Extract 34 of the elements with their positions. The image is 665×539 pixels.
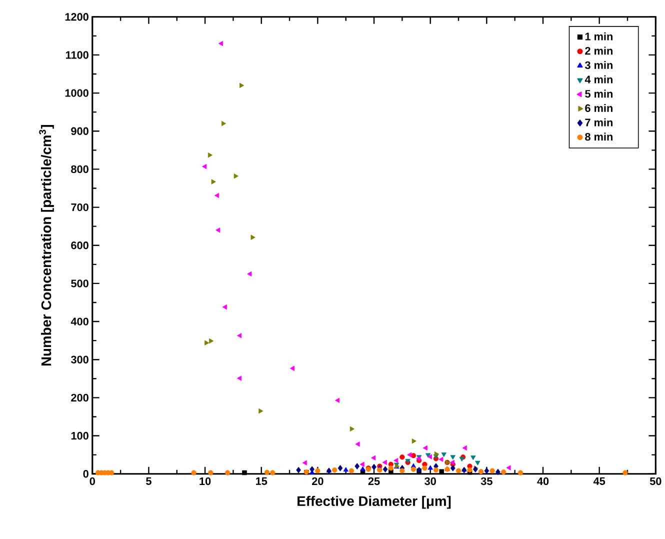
y-tick-label: 100 <box>71 432 88 440</box>
legend-label: 5 min <box>585 89 612 98</box>
x-tick-label: 20 <box>312 477 324 485</box>
y-tick-label: 700 <box>71 203 88 211</box>
y-axis-title: Number Concentration [particle/cm$^{3}$] <box>39 124 54 366</box>
x-tick-label: 25 <box>368 477 380 485</box>
y-tick-label: 600 <box>71 241 88 250</box>
legend-label: 2 min <box>585 46 612 54</box>
legend-label: 6 min <box>585 104 612 112</box>
x-tick-label: 0 <box>90 477 95 485</box>
x-tick-label: 45 <box>593 477 606 485</box>
y-tick-label: 1100 <box>66 50 88 59</box>
x-tick-label: 30 <box>424 477 436 485</box>
y-tick-label: 900 <box>71 127 88 135</box>
x-axis-title: Effective Diameter [μm] <box>298 496 451 509</box>
legend-label: 3 min <box>584 60 612 69</box>
x-tick-label: 10 <box>200 477 211 485</box>
legend-label: 1 min <box>585 32 612 40</box>
x-tick-label: 40 <box>537 477 549 485</box>
legend-label: 7 min <box>585 118 612 126</box>
y-tick-label: 400 <box>70 317 88 326</box>
x-tick-label: 15 <box>256 477 268 485</box>
legend-label: 4 min <box>584 75 612 84</box>
y-tick-label: 1000 <box>65 89 88 97</box>
y-tick-label: 300 <box>70 356 88 364</box>
y-tick-label: 1200 <box>65 12 88 21</box>
legend-label: 8 min <box>585 132 612 140</box>
y-tick-label: 500 <box>71 279 88 288</box>
y-tick-label: 0 <box>83 470 88 478</box>
x-tick-label: 50 <box>650 477 662 485</box>
y-tick-label: 800 <box>71 165 88 173</box>
x-tick-label: 5 <box>146 477 152 485</box>
x-tick-label: 35 <box>480 477 492 485</box>
y-tick-label: 200 <box>71 394 88 402</box>
